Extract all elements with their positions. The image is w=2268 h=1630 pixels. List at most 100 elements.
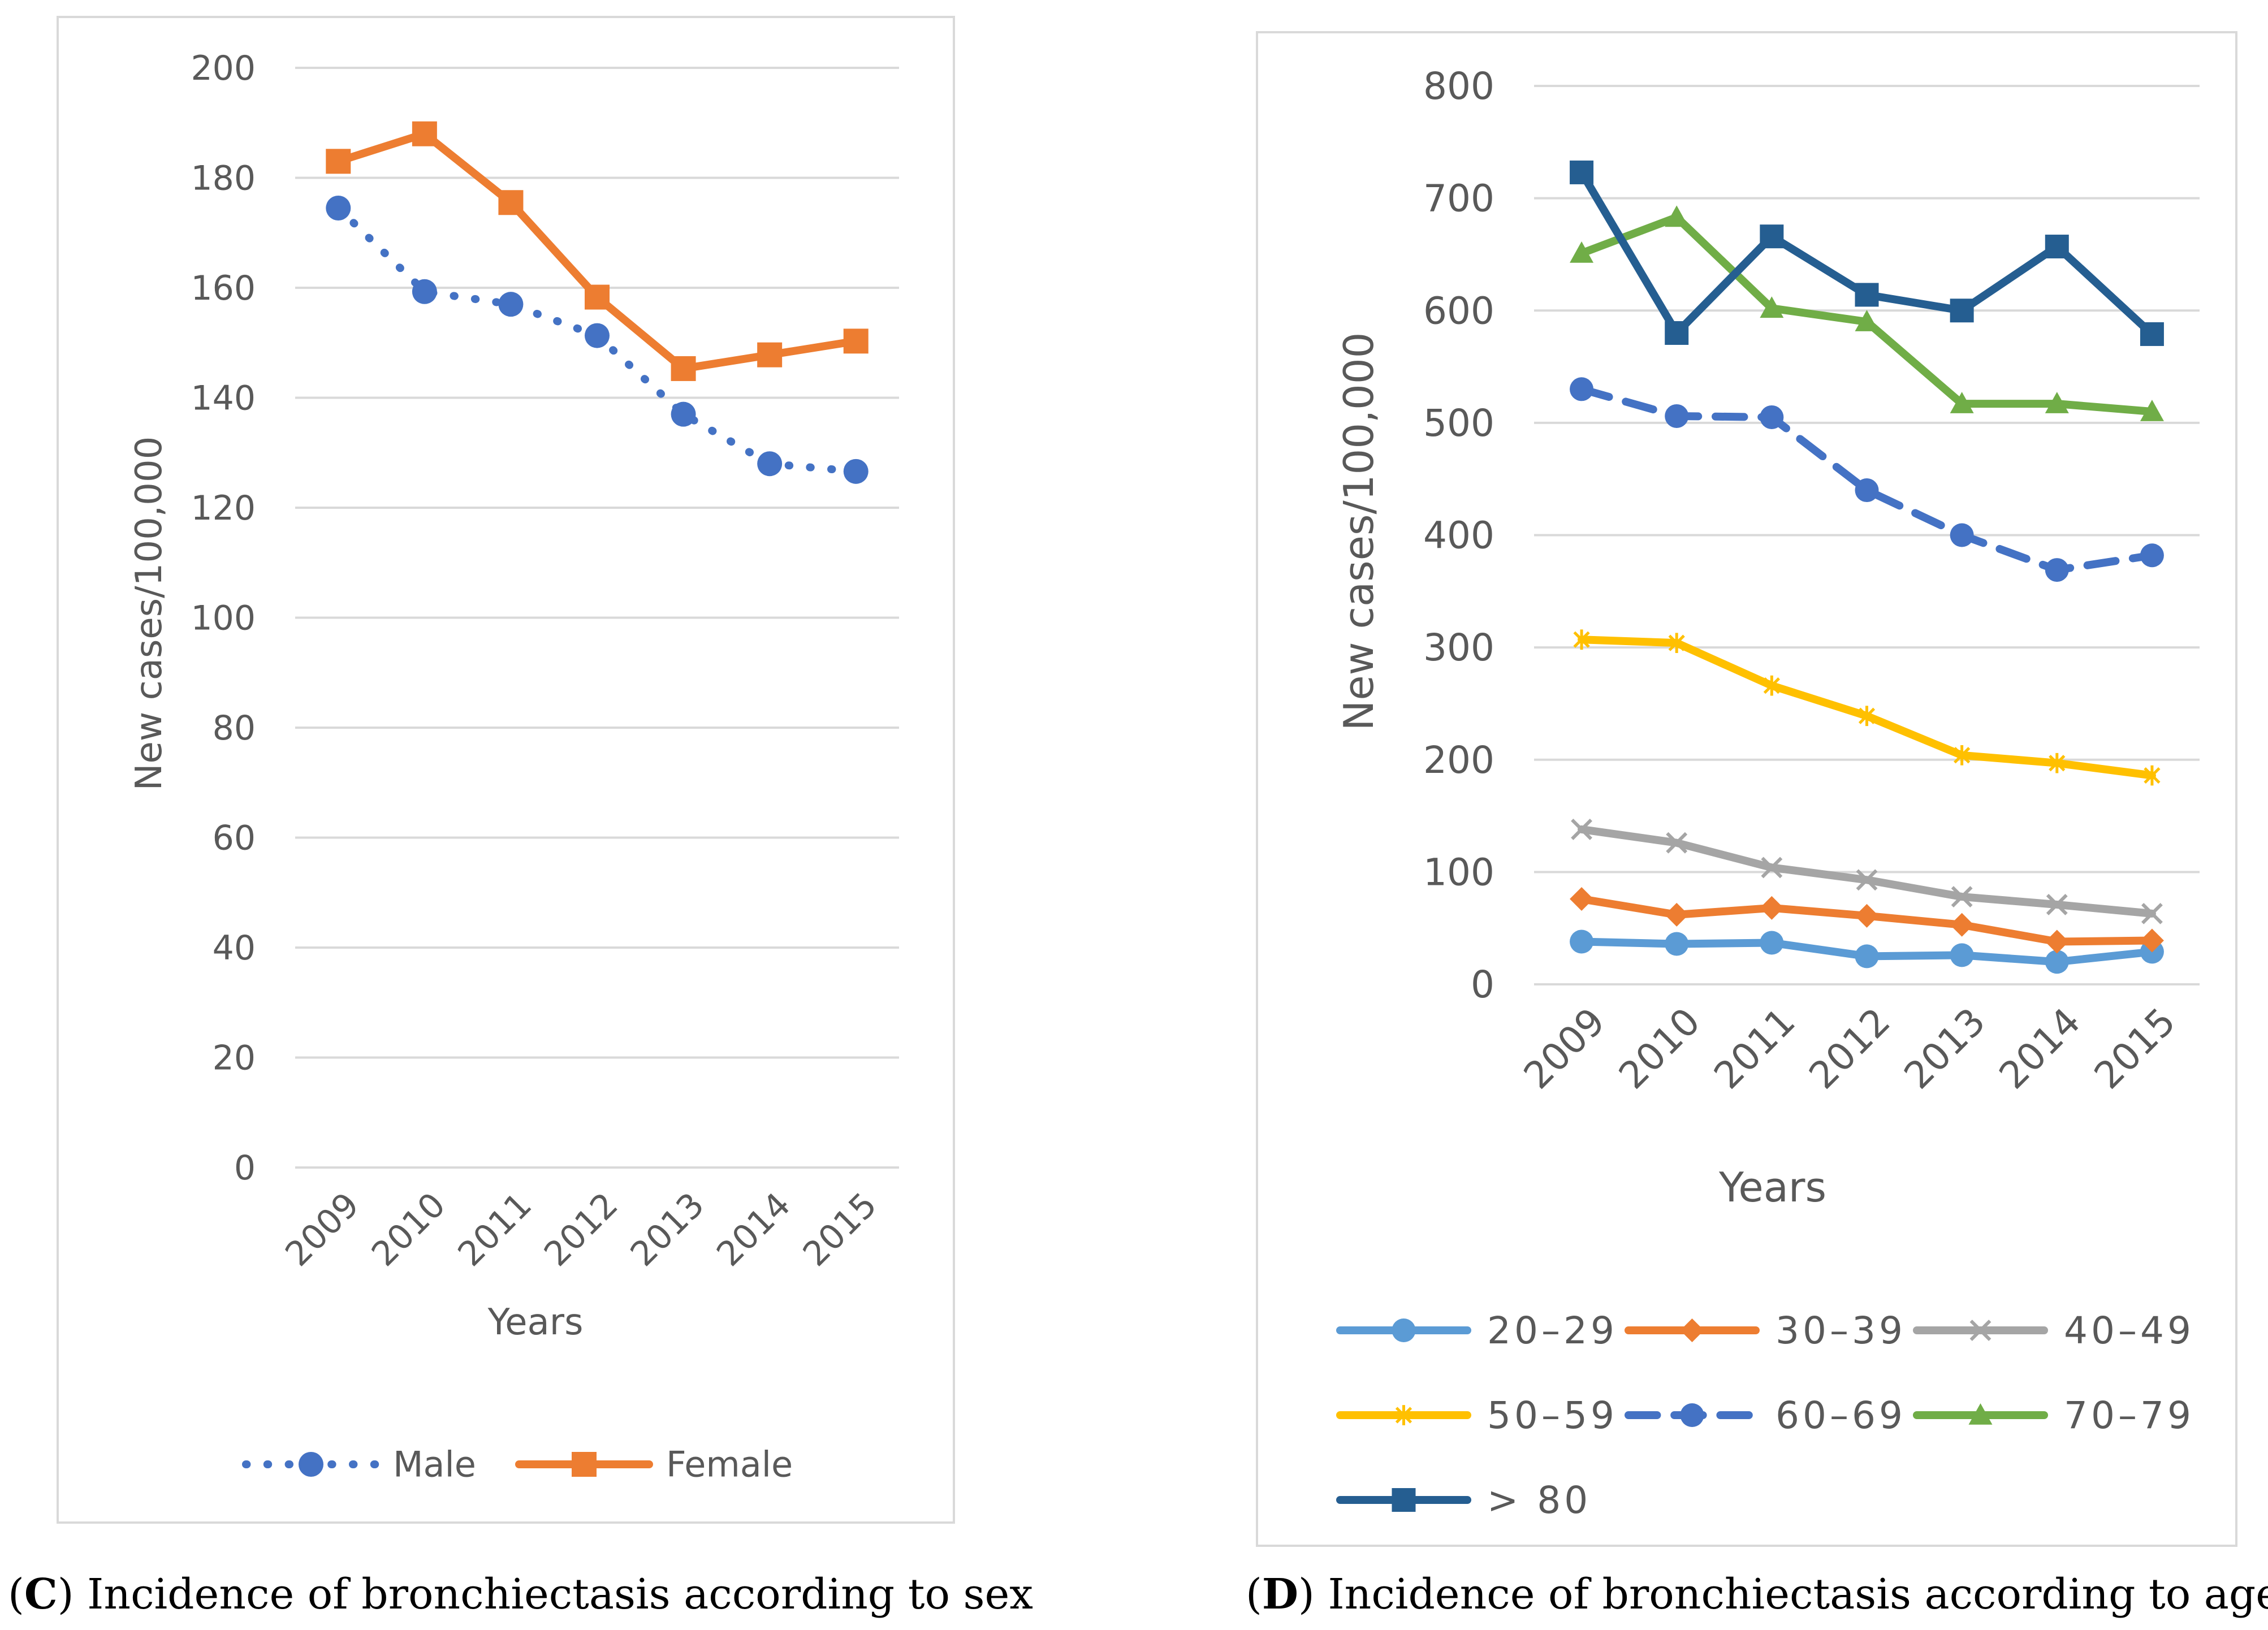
legend-swatch-marker: [1680, 1403, 1704, 1427]
legend-swatch-marker: [1392, 1488, 1416, 1512]
series-80: [1570, 160, 2164, 346]
caption-c: (C) Incidence of bronchiectasis accordin…: [8, 1570, 1033, 1619]
legend-swatch-marker: [1680, 1318, 1704, 1342]
data-point: [2045, 392, 2069, 413]
y-tick-label: 140: [191, 379, 256, 418]
data-point: [2045, 235, 2069, 259]
data-point: [1570, 887, 1594, 911]
legend-item-30-39: 30–39: [1625, 1309, 1906, 1352]
data-point: [1665, 902, 1689, 927]
legend-swatch-marker: [1392, 1318, 1416, 1342]
data-point: [1855, 310, 1879, 331]
data-point: [412, 121, 437, 146]
legend-swatch-marker: [1968, 1403, 1993, 1425]
legend-label: 50–59: [1487, 1394, 1618, 1437]
caption-d: (D) Incidence of bronchiectasis accordin…: [1246, 1570, 2268, 1619]
data-point: [671, 356, 696, 381]
data-point: [2140, 928, 2164, 953]
chart-d-x-axis-title: Years: [1718, 1164, 1826, 1211]
y-tick-label: 60: [213, 819, 256, 858]
legend-item-male: Male: [242, 1444, 476, 1485]
series-40-49: [1571, 818, 2163, 924]
series-30-39: [1570, 887, 2164, 954]
legend-item-70-79: 70–79: [1913, 1394, 2194, 1437]
chart-d-y-axis-title: New cases/100,000: [1335, 332, 1383, 731]
y-tick-label: 40: [213, 928, 256, 968]
data-point: [1665, 404, 1689, 428]
data-point: [843, 328, 869, 354]
y-tick-label: 100: [1423, 850, 1494, 894]
legend-item-40-49: 40–49: [1913, 1309, 2194, 1352]
series-50-59: [1573, 629, 2161, 786]
legend-swatch-marker: [1395, 1405, 1412, 1425]
legend-label: Female: [666, 1444, 793, 1485]
legend-label: 30–39: [1775, 1309, 1906, 1352]
data-point: [1760, 224, 1784, 249]
data-point: [2141, 902, 2163, 924]
data-point: [1573, 629, 1590, 650]
y-tick-label: 120: [191, 488, 256, 528]
data-point: [1858, 706, 1876, 727]
data-point: [1855, 283, 1879, 307]
data-point: [1951, 886, 1973, 907]
data-point: [1855, 903, 1879, 928]
data-point: [1950, 523, 1974, 547]
chart-c-legend: Male Female: [242, 1444, 793, 1485]
y-tick-label: 0: [234, 1148, 256, 1188]
data-point: [1950, 392, 1974, 413]
data-point: [1855, 478, 1879, 503]
data-point: [1665, 932, 1689, 956]
data-point: [2140, 322, 2164, 346]
legend-label: > 80: [1487, 1478, 1591, 1522]
y-tick-label: 700: [1423, 177, 1494, 220]
y-tick-label: 400: [1423, 514, 1494, 557]
chart-d-gridlines: [1534, 85, 2200, 985]
series-female: [326, 121, 869, 381]
data-point: [585, 323, 610, 348]
data-point: [2140, 543, 2164, 568]
data-point: [1954, 745, 1971, 766]
data-point: [1763, 675, 1780, 696]
y-tick-label: 600: [1423, 289, 1494, 332]
series-20-29: [1570, 929, 2164, 974]
data-point: [1856, 869, 1878, 891]
data-point: [412, 279, 437, 304]
y-tick-label: 500: [1423, 401, 1494, 445]
legend-item-20-29: 20–29: [1336, 1309, 1614, 1352]
y-tick-label: 100: [191, 599, 256, 638]
data-point: [1760, 896, 1784, 920]
chart-d-legend: 20–29 30–39 40–49 50–59 60–69 70–79 > 80: [1336, 1309, 2194, 1522]
series-70-79: [1570, 205, 2164, 421]
data-point: [498, 292, 524, 317]
data-point: [843, 459, 869, 484]
data-point: [1668, 633, 1685, 654]
data-point: [1760, 405, 1784, 429]
series-60-69: [1570, 377, 2164, 582]
y-tick-label: 80: [213, 708, 256, 748]
legend-label: Male: [393, 1444, 476, 1485]
caption-d-text: ) Incidence of bronchiectasis according …: [1298, 1570, 2268, 1619]
legend-swatch-marker: [572, 1452, 597, 1477]
data-point: [1570, 929, 1594, 954]
y-tick-label: 800: [1423, 64, 1494, 108]
data-point: [326, 149, 351, 174]
legend-label: 60–69: [1775, 1394, 1906, 1437]
data-point: [671, 401, 696, 427]
data-point: [1761, 857, 1783, 879]
y-tick-label: 180: [191, 159, 256, 198]
data-point: [1950, 913, 1974, 937]
data-point: [2045, 950, 2069, 974]
legend-item-80: > 80: [1336, 1478, 1591, 1522]
data-point: [2144, 765, 2161, 786]
data-point: [498, 190, 524, 215]
legend-label: 40–49: [2064, 1309, 2194, 1352]
legend-label: 70–79: [2064, 1394, 2194, 1437]
data-point: [1760, 296, 1784, 318]
data-point: [1570, 377, 1594, 401]
data-point: [1665, 321, 1689, 345]
legend-item-60-69: 60–69: [1625, 1394, 1906, 1437]
chart-c-y-axis-title: New cases/100,000: [128, 436, 170, 791]
data-point: [1760, 931, 1784, 955]
